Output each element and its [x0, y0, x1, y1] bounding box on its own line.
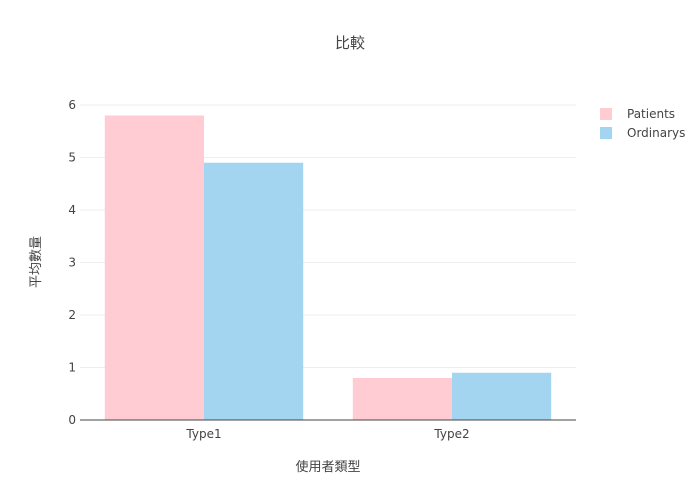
x-tick-labels: Type1 Type2 [185, 427, 469, 441]
bars [104, 115, 552, 421]
y-tick-label: 4 [68, 203, 76, 217]
legend: Patients Ordinarys [600, 107, 685, 140]
legend-swatch-patients[interactable] [600, 108, 612, 120]
y-tick-label: 0 [68, 413, 76, 427]
y-tick-label: 6 [68, 98, 76, 112]
legend-swatch-ordinarys[interactable] [600, 127, 612, 139]
y-tick-label: 2 [68, 308, 76, 322]
y-axis-title: 平均數量 [29, 236, 44, 288]
bar-patients-type1[interactable] [104, 115, 204, 421]
x-tick-label: Type1 [185, 427, 221, 441]
y-tick-labels: 0 1 2 3 4 5 6 [68, 98, 76, 427]
x-tick-label: Type2 [433, 427, 469, 441]
bar-ordinarys-type2[interactable] [452, 372, 552, 420]
y-tick-label: 1 [68, 361, 76, 375]
x-axis-title: 使用者類型 [295, 459, 360, 475]
legend-label-patients[interactable]: Patients [627, 107, 675, 121]
y-tick-label: 3 [68, 256, 76, 270]
y-tick-label: 5 [68, 151, 76, 165]
bar-patients-type2[interactable] [352, 378, 452, 420]
chart-title: 比較 [335, 34, 365, 52]
bar-ordinarys-type1[interactable] [204, 162, 304, 420]
legend-label-ordinarys[interactable]: Ordinarys [627, 126, 685, 140]
